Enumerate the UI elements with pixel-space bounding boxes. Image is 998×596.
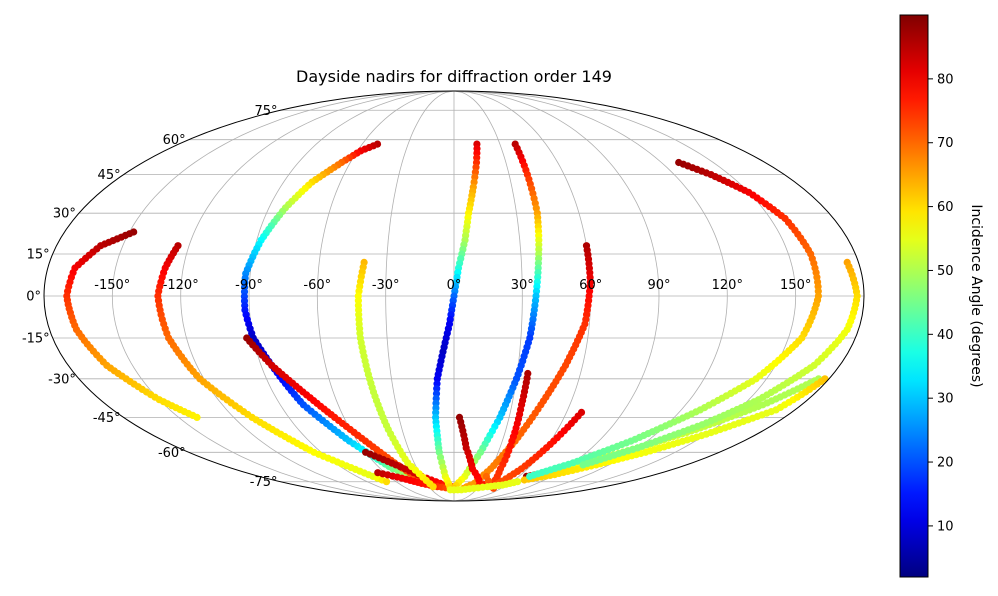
longitude-tick-label: -60° (303, 278, 331, 293)
colorbar-tick-label: 80 (937, 72, 954, 87)
data-point (526, 472, 534, 480)
latitude-tick-label: 75° (254, 104, 277, 119)
longitude-tick-label: 30° (511, 278, 534, 293)
longitude-tick-label: 0° (447, 278, 462, 293)
longitude-tick-label: 90° (647, 278, 670, 293)
longitude-tick-label: 150° (780, 278, 811, 293)
chart-title: Dayside nadirs for diffraction order 149 (296, 67, 612, 86)
latitude-tick-label: 30° (53, 207, 76, 222)
colorbar-tick-label: 10 (937, 519, 954, 534)
colorbar-tick-label: 20 (937, 456, 954, 471)
colorbar-tick-label: 60 (937, 200, 954, 215)
longitude-tick-label: -90° (235, 278, 263, 293)
colorbar-gradient (899, 14, 929, 578)
colorbar-tick-label: 50 (937, 264, 954, 279)
colorbar: 10 20 30 40 50 60 70 80 Incidence Angle (degree… (899, 14, 984, 578)
data-point (429, 483, 437, 491)
colorbar-tick-label: 40 (937, 328, 954, 343)
colorbar-ticks: 10 20 30 40 50 60 70 80 (928, 72, 954, 534)
longitude-tick-labels: -150° -120° -90° -60° -30° 0° 30° 60° 90° 120° 150… (94, 278, 811, 293)
latitude-tick-label: 0° (26, 290, 41, 305)
latitude-tick-label: -15° (22, 332, 50, 347)
data-points (63, 140, 861, 494)
data-point (579, 461, 587, 469)
map-boundary (43, 90, 865, 502)
longitude-tick-label: -150° (94, 278, 130, 293)
longitude-tick-label: 120° (712, 278, 743, 293)
colorbar-label: Incidence Angle (degrees) (968, 204, 984, 387)
data-point (514, 478, 522, 486)
latitude-tick-label: -30° (48, 372, 76, 387)
latitude-tick-labels: -75° -60° -45° -30° -15° 0° 15° 30° 45° 60° 75° (22, 104, 278, 490)
latitude-tick-label: 45° (98, 168, 121, 183)
latitude-tick-label: -60° (158, 446, 186, 461)
longitude-tick-label: -30° (372, 278, 400, 293)
colorbar-tick-label: 70 (937, 136, 954, 151)
latitude-tick-label: 60° (163, 133, 186, 148)
latitude-tick-label: -45° (93, 411, 121, 426)
longitude-tick-label: -120° (163, 278, 199, 293)
data-point (382, 478, 391, 486)
colorbar-tick-label: 30 (937, 392, 954, 407)
longitude-tick-label: 60° (579, 278, 602, 293)
latitude-tick-label: -75° (250, 475, 278, 490)
latitude-tick-label: 15° (27, 248, 50, 263)
data-point (821, 375, 829, 383)
data-point (193, 413, 201, 421)
